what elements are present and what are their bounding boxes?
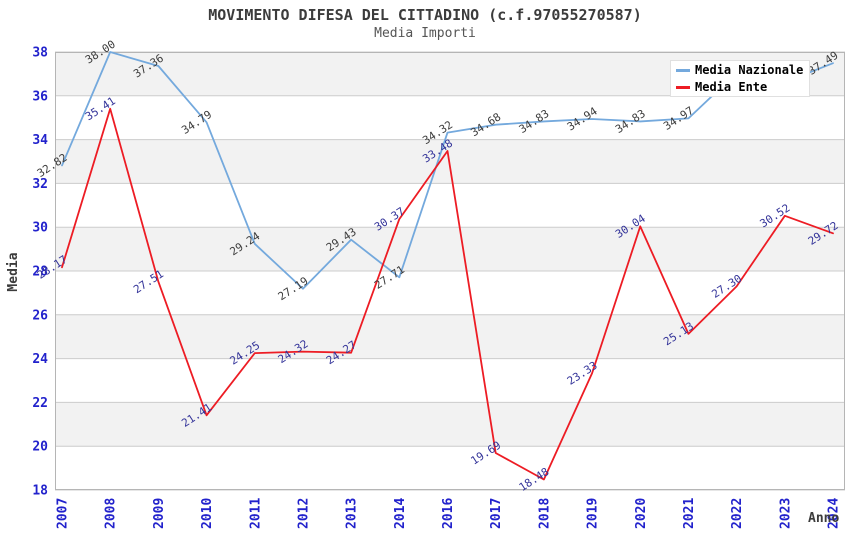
x-tick-label: 2014 <box>393 498 408 529</box>
legend-item-media-ente: Media Ente <box>676 80 809 94</box>
legend-label-media-ente: Media Ente <box>695 80 768 94</box>
x-tick-label: 2012 <box>296 498 311 529</box>
band <box>55 227 845 271</box>
y-tick-label: 36 <box>32 89 48 104</box>
series-line-media-ente <box>61 107 834 481</box>
band <box>55 402 845 447</box>
data-label: 34.79 <box>179 108 214 137</box>
series-line-media-nazionale <box>61 51 834 290</box>
y-axis-title: Media <box>6 252 21 292</box>
x-tick-label: 2007 <box>56 498 71 529</box>
x-tick-label: 2018 <box>537 498 552 529</box>
plot-border <box>55 52 845 490</box>
x-tick-label: 2021 <box>682 498 697 529</box>
legend-swatch-media-ente <box>676 85 690 89</box>
x-tick-label: 2020 <box>634 498 649 529</box>
legend: Media Nazionale Media Ente <box>670 60 810 97</box>
x-tick-label: 2024 <box>827 498 842 529</box>
x-axis-title: Anno <box>808 511 840 526</box>
data-label: 27.51 <box>131 267 166 296</box>
x-tick-label: 2013 <box>345 498 360 529</box>
y-tick-label: 34 <box>32 133 48 148</box>
chart-subtitle: Media Importi <box>374 26 476 41</box>
y-tick-label: 20 <box>32 440 48 455</box>
x-tick-label: 2023 <box>778 498 793 529</box>
chart-title: MOVIMENTO DIFESA DEL CITTADINO (c.f.9705… <box>208 6 642 24</box>
x-tick-label: 2008 <box>104 498 119 529</box>
band <box>55 314 845 359</box>
x-tick-label: 2009 <box>152 498 167 529</box>
x-tick-label: 2019 <box>586 498 601 529</box>
x-tick-label: 2022 <box>730 498 745 529</box>
x-tick-label: 2011 <box>248 498 263 529</box>
x-tick-label: 2016 <box>441 498 456 529</box>
y-tick-label: 28 <box>32 265 48 280</box>
legend-swatch-media-nazionale <box>676 68 690 72</box>
y-tick-label: 26 <box>32 308 48 323</box>
y-tick-label: 30 <box>32 221 48 236</box>
x-tick-label: 2010 <box>200 498 215 529</box>
x-tick-label: 2017 <box>489 498 504 529</box>
y-tick-label: 18 <box>32 484 48 499</box>
data-label: 34.97 <box>661 104 696 133</box>
y-tick-label: 24 <box>32 352 48 367</box>
y-tick-label: 32 <box>32 177 48 192</box>
data-label: 23.33 <box>565 359 600 388</box>
y-tick-label: 22 <box>32 396 48 411</box>
y-tick-label: 38 <box>32 46 48 61</box>
legend-label-media-nazionale: Media Nazionale <box>695 63 804 77</box>
legend-item-media-nazionale: Media Nazionale <box>676 63 809 77</box>
